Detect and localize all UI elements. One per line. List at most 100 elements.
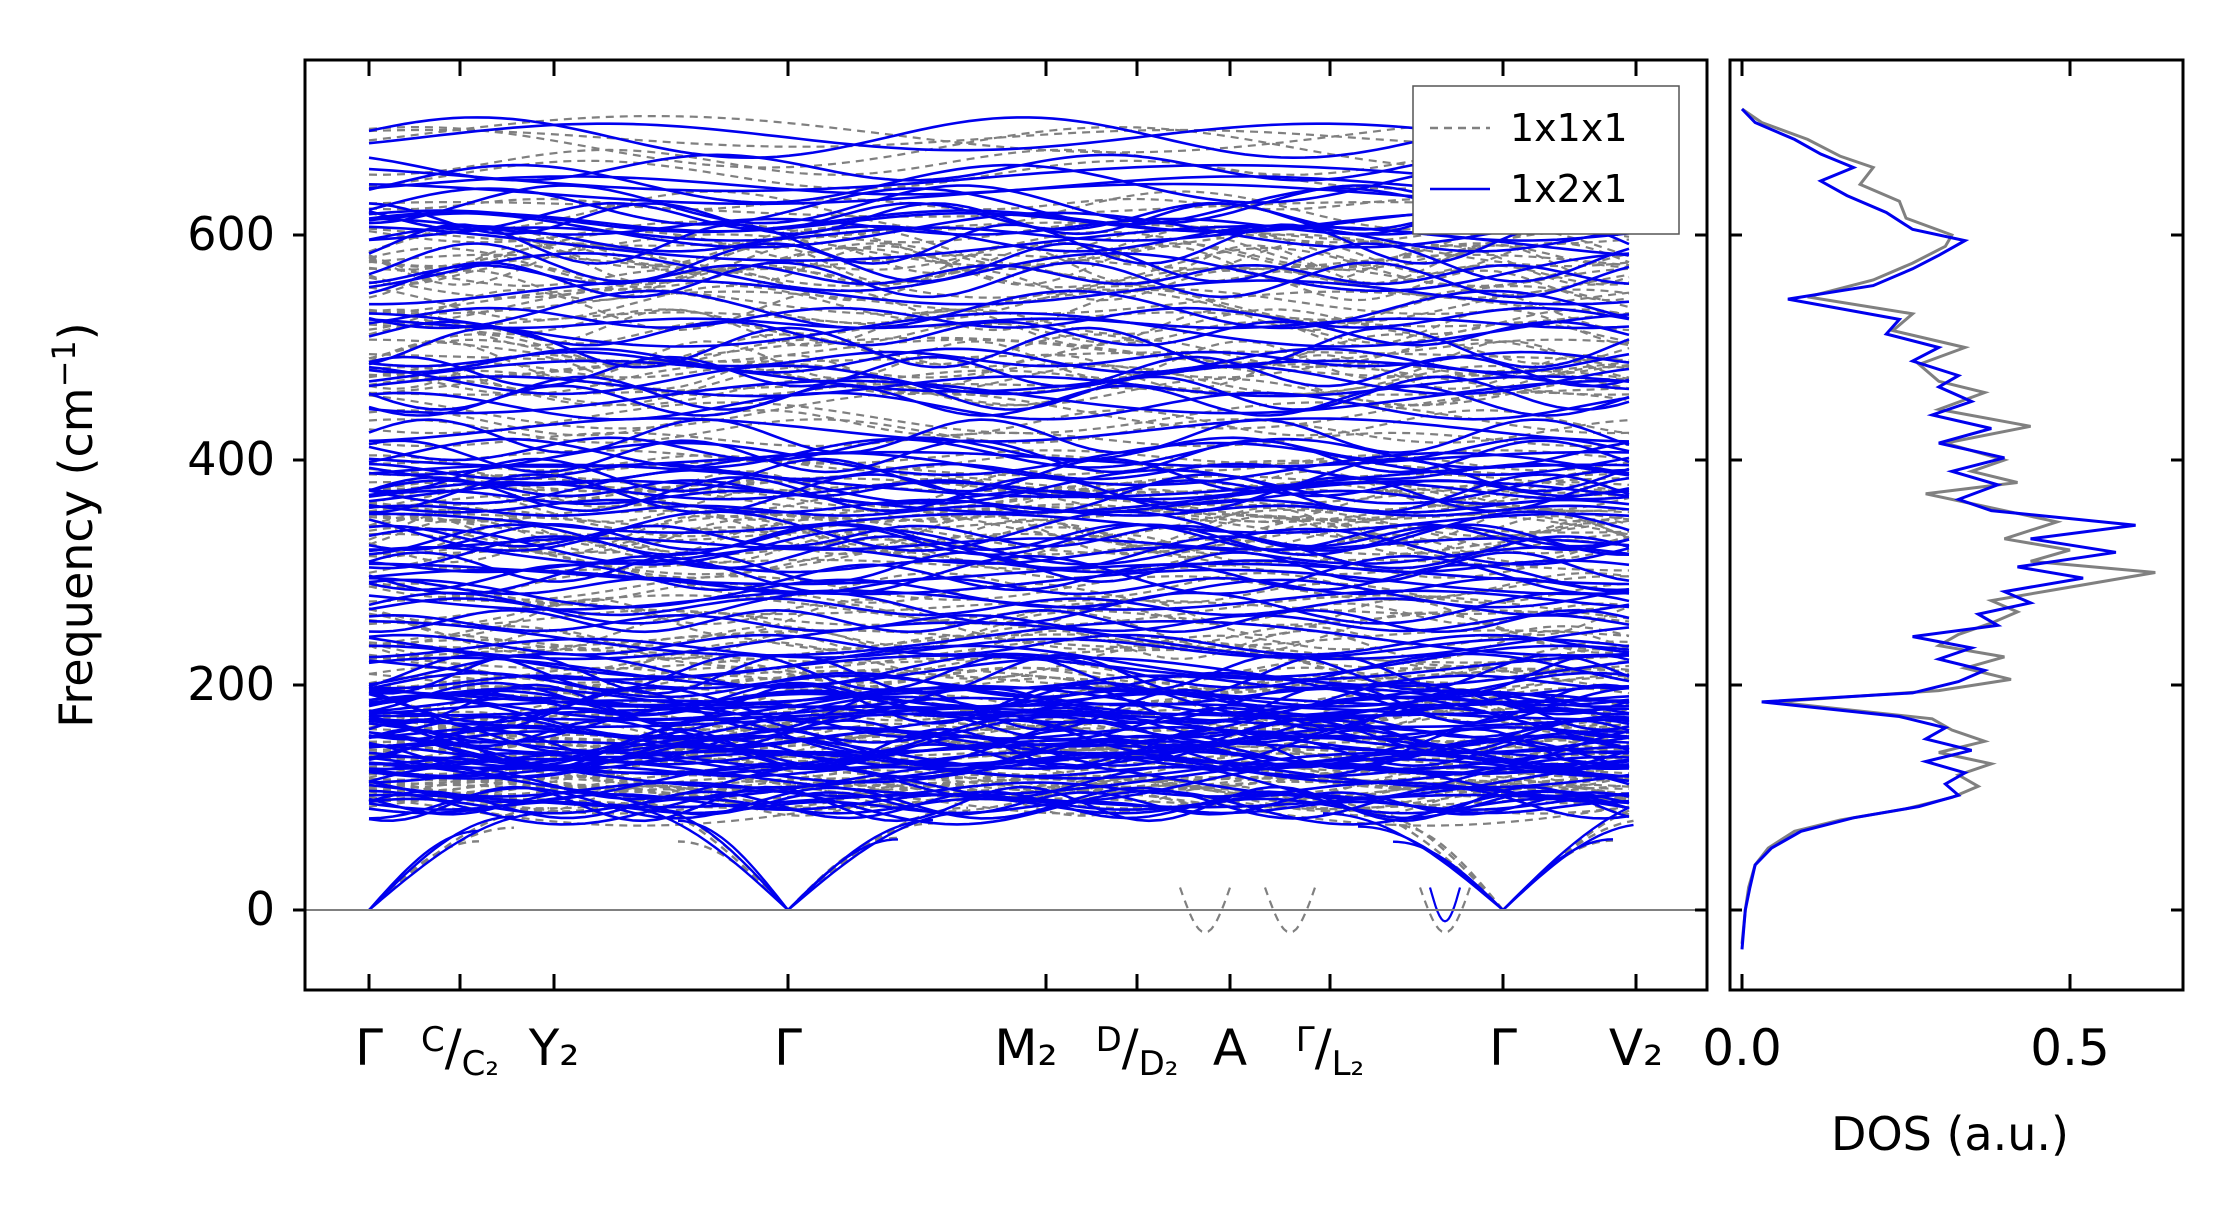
acoustic-branch-1x1x1 [1392,823,1504,911]
x-tick-label-sup: C [421,1020,445,1060]
band-line-1x2x1 [368,762,1630,804]
band-line-1x2x1 [368,480,1630,501]
dos-series-1x2x1 [1740,107,2136,950]
band-line-1x2x1 [368,417,1630,443]
band-line-1x2x1 [368,755,1630,789]
x-tick-label-gamma1: Γ [355,1019,383,1077]
band-line-1x2x1 [368,728,1630,764]
band-line-1x2x1 [368,653,1630,692]
y-axis-label: Frequency (cm−1) [45,322,103,727]
y-tick-label: 0 [246,882,275,936]
band-line-1x2x1 [368,568,1630,596]
band-line-1x1x1 [368,508,1630,538]
band-line-1x2x1 [368,789,1630,826]
acoustic-branch-1x2x1 [1322,812,1504,911]
band-line-1x2x1 [368,563,1630,592]
x-tick-label-sup: D [1096,1020,1122,1060]
band-line-1x1x1 [368,391,1630,430]
band-line-1x2x1 [368,289,1630,330]
dos-lines [1740,107,2156,950]
band-line-1x1x1 [368,321,1630,345]
acoustic-branch-1x2x1 [1392,840,1504,911]
acoustic-branch-1x2x1 [1502,823,1634,911]
band-line-1x2x1 [368,790,1630,820]
band-line-1x2x1 [368,498,1630,514]
y-axis-label-superscript: −1 [45,340,83,387]
acoustic-branch-1x1x1 [787,806,969,911]
acoustic-branch-1x1x1 [1502,809,1630,911]
x-tick-label-gamma3: Γ [1489,1019,1517,1077]
x-tick-label-d-d2: D/D₂ [1096,1019,1179,1084]
band-line-1x1x1 [368,308,1630,347]
band-line-1x2x1 [368,306,1630,329]
band-x-ticks: Γ C/C₂ Y₂ Γ M₂ D/D₂ A Γ/L₂ Γ V₂ [355,60,1663,1084]
band-line-1x1x1 [368,473,1630,494]
acoustic-branch-1x2x1 [1502,806,1630,911]
band-line-1x2x1 [368,545,1630,565]
band-line-1x2x1 [368,476,1630,513]
acoustic-branch-1x1x1 [1322,800,1504,911]
band-line-1x2x1 [368,757,1630,797]
band-line-1x1x1 [368,284,1630,321]
band-line-1x2x1 [368,711,1630,729]
band-line-1x1x1 [368,269,1630,302]
band-line-1x2x1 [368,436,1630,462]
dos-axes-frame [1728,58,2185,992]
legend-label-1x1x1: 1x1x1 [1510,106,1628,150]
band-line-1x1x1 [368,549,1630,579]
acoustic-branch-1x1x1 [787,836,899,911]
acoustic-branch-1x2x1 [787,838,899,911]
acoustic-branch-1x1x1 [1502,819,1634,911]
band-line-1x2x1 [368,355,1630,388]
band-line-1x2x1 [368,740,1630,754]
band-line-1x1x1 [368,241,1630,275]
acoustic-branch-1x2x1 [642,806,789,911]
band-line-1x2x1 [368,537,1630,551]
acoustic-branch-1x1x1 [1502,839,1614,911]
band-line-1x2x1 [368,317,1630,330]
band-line-1x2x1 [368,489,1630,506]
y-tick-label: 600 [187,207,275,261]
soft-mode-1x2x1 [1428,887,1462,923]
band-line-1x1x1 [368,365,1630,407]
band-line-1x2x1 [368,633,1630,656]
acoustic-branch-1x2x1 [368,811,550,911]
band-line-1x2x1 [368,621,1630,661]
band-line-1x2x1 [368,391,1630,421]
band-line-1x2x1 [368,223,1630,265]
band-line-1x2x1 [368,523,1630,557]
band-line-1x2x1 [368,576,1630,596]
band-line-1x1x1 [368,230,1630,271]
band-line-1x2x1 [368,375,1630,398]
band-line-1x2x1 [368,781,1630,798]
x-tick-label-sub: L₂ [1332,1044,1365,1084]
x-tick-label-a: A [1213,1019,1247,1077]
band-line-1x2x1 [368,375,1630,411]
dos-series-1x1x1 [1740,107,2156,944]
band-line-1x2x1 [368,261,1630,299]
acoustic-branch-1x1x1 [787,822,934,911]
acoustic-branch-1x1x1 [368,840,480,911]
band-line-1x2x1 [368,690,1630,717]
band-line-1x2x1 [368,251,1630,293]
band-line-1x2x1 [368,597,1630,617]
band-line-1x2x1 [368,510,1630,552]
band-line-1x2x1 [368,620,1630,657]
band-line-1x2x1 [368,224,1630,253]
dos-x-tick-label: 0.0 [1702,1019,1782,1077]
band-line-1x2x1 [368,589,1630,611]
band-line-1x2x1 [368,797,1630,815]
band-line-1x2x1 [368,462,1630,481]
dos-panel: 0.0 0.5 DOS (a.u.) [1702,58,2185,1161]
acoustic-branch-1x2x1 [368,815,515,911]
x-tick-label-sub: C₂ [462,1044,499,1084]
band-line-1x1x1 [368,666,1630,684]
band-line-1x2x1 [368,384,1630,417]
band-line-1x2x1 [368,686,1630,724]
band-line-1x1x1 [368,125,1630,169]
band-line-1x2x1 [368,719,1630,748]
band-line-1x2x1 [368,263,1630,286]
band-line-1x1x1 [368,338,1630,369]
